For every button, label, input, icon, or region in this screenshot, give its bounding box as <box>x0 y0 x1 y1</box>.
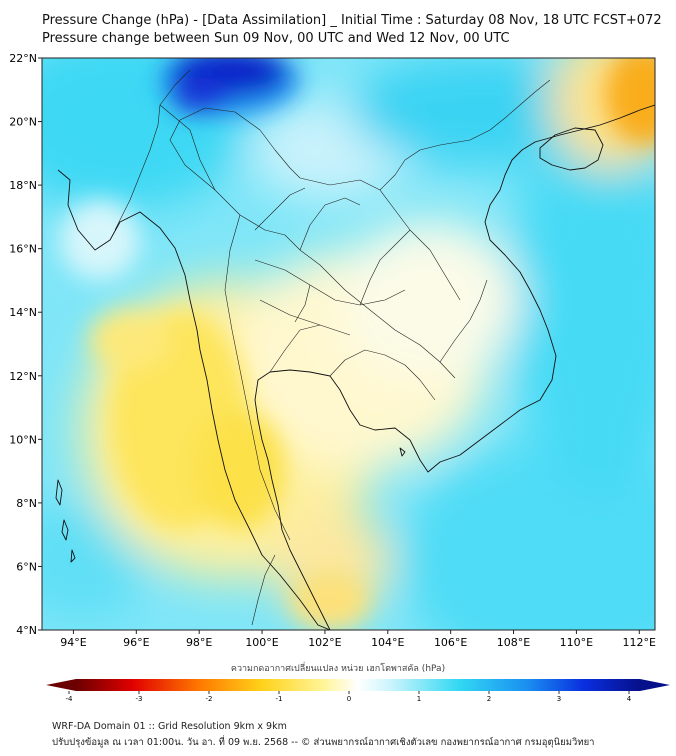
lon-tick-label: 98°E <box>186 636 212 649</box>
colorbar-tick-label: 0 <box>347 695 351 703</box>
chart-subtitle: Pressure change between Sun 09 Nov, 00 U… <box>42 31 510 46</box>
colorbar-tick-label: 1 <box>417 695 421 703</box>
lat-tick-label: 18°N <box>9 179 37 192</box>
coastlines <box>55 104 655 630</box>
lat-tick-label: 6°N <box>16 560 37 573</box>
lat-tick-label: 4°N <box>16 624 37 637</box>
chart-title: Pressure Change (hPa) - [Data Assimilati… <box>42 13 662 28</box>
lon-tick-label: 100°E <box>245 636 278 649</box>
colorbar: -4 -3 -2 -1 0 1 2 3 4 <box>46 679 670 703</box>
lon-tick-label: 104°E <box>371 636 404 649</box>
map-frame <box>41 57 656 631</box>
lat-tick-label: 10°N <box>9 433 37 446</box>
lat-tick-label: 22°N <box>9 52 37 65</box>
footer-model-info: WRF-DA Domain 01 :: Grid Resolution 9km … <box>52 721 287 732</box>
province-borders <box>114 69 551 626</box>
lon-tick-label: 106°E <box>434 636 467 649</box>
colorbar-tick-label: 2 <box>487 695 491 703</box>
lat-tick-label: 8°N <box>16 497 37 510</box>
colorbar-tick-label: -2 <box>206 695 213 703</box>
lat-tick-label: 14°N <box>9 306 37 319</box>
colorbar-tick-label: 4 <box>627 695 632 703</box>
lat-tick-label: 16°N <box>9 243 37 256</box>
colorbar-tick-label: -1 <box>276 695 283 703</box>
lon-tick-label: 102°E <box>308 636 341 649</box>
lon-tick-label: 110°E <box>560 636 593 649</box>
lon-tick-label: 94°E <box>60 636 86 649</box>
colorbar-label: ความกดอากาศเปลี่ยนแปลง หน่วย เฮกโตพาสคัล… <box>230 664 446 674</box>
latitude-axis: 22°N 20°N 18°N 16°N 14°N 12°N 10°N 8°N 6°N 4°N <box>9 52 42 637</box>
lat-tick-label: 20°N <box>9 116 37 129</box>
longitude-axis: 94°E 96°E 98°E 100°E 102°E 104°E 106°E 108°E 110… <box>60 630 656 649</box>
lat-tick-label: 12°N <box>9 370 37 383</box>
colorbar-ramp <box>76 679 640 691</box>
footer-update-info: ปรับปรุงข้อมูล ณ เวลา 01:00น. วัน อา. ที… <box>52 737 595 748</box>
lon-tick-label: 96°E <box>123 636 149 649</box>
lon-tick-label: 108°E <box>497 636 530 649</box>
lon-tick-label: 112°E <box>623 636 656 649</box>
colorbar-max-arrow <box>640 679 670 691</box>
colorbar-tick-label: -3 <box>136 695 143 703</box>
colorbar-min-arrow <box>46 679 76 691</box>
colorbar-tick-label: -4 <box>66 695 74 703</box>
colorbar-tick-label: 3 <box>557 695 561 703</box>
pressure-field <box>42 58 655 630</box>
